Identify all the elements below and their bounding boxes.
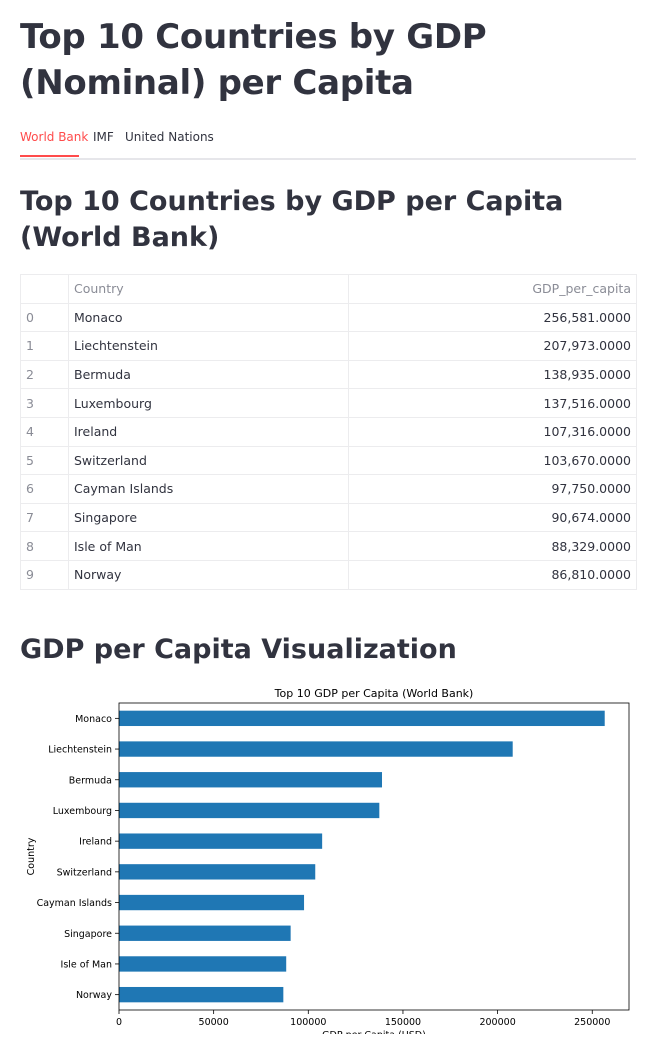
y-tick-label: Singapore [64, 929, 112, 940]
y-tick-label: Liechtenstein [48, 745, 112, 756]
tab-world-bank[interactable]: World Bank [20, 130, 89, 144]
x-tick-label: 200000 [479, 1017, 515, 1028]
country-cell: Ireland [68, 416, 349, 447]
row-index-cell: 5 [20, 445, 69, 476]
row-index-cell: 3 [20, 388, 69, 418]
gdp-cell: 88,329.0000 [348, 531, 637, 561]
country-cell: Bermuda [68, 359, 349, 390]
row-index-cell: 4 [20, 416, 69, 447]
bar-norway [119, 986, 284, 1003]
section-title: Top 10 Countries by GDP per Capita (Worl… [20, 186, 564, 253]
country-cell: Luxembourg [68, 388, 349, 418]
table-row[interactable]: 0 Monaco 256,581.0000 [20, 302, 637, 333]
row-index-cell: 8 [20, 531, 69, 561]
bar-monaco [119, 710, 605, 727]
y-axis-label: Country [26, 837, 37, 875]
tab-imf[interactable]: IMF [93, 130, 114, 144]
gdp-cell: 207,973.0000 [348, 331, 637, 361]
gdp-cell: 256,581.0000 [348, 302, 637, 333]
x-tick-label: 250000 [574, 1017, 610, 1028]
x-axis-label: GDP per Capita (USD) [322, 1030, 426, 1034]
bar-ireland [119, 833, 323, 849]
country-column-header[interactable]: Country [68, 274, 349, 304]
bar-liechtenstein [119, 741, 513, 757]
table-row[interactable]: 7 Singapore 90,674.0000 [20, 502, 637, 533]
visualization-title: GDP per Capita Visualization [20, 634, 457, 665]
x-tick-label: 0 [116, 1017, 122, 1028]
row-index-cell: 7 [20, 502, 69, 533]
plot-frame [118, 702, 630, 1011]
bar-switzerland [119, 864, 316, 880]
country-cell: Liechtenstein [68, 331, 349, 361]
x-tick-label: 150000 [385, 1017, 421, 1028]
gdp-cell: 86,810.0000 [348, 559, 637, 590]
y-tick-label: Bermuda [69, 775, 112, 786]
country-cell: Switzerland [68, 445, 349, 476]
y-tick-label: Norway [76, 990, 112, 1001]
country-cell: Monaco [68, 302, 349, 333]
row-index-cell: 6 [20, 474, 69, 504]
tab-united-nations[interactable]: United Nations [125, 130, 214, 144]
y-tick-label: Cayman Islands [37, 898, 112, 909]
bar-singapore [119, 925, 291, 941]
gdp-column-header[interactable]: GDP_per_capita [348, 274, 637, 304]
x-tick-label: 100000 [290, 1017, 326, 1028]
y-tick-label: Monaco [75, 714, 112, 725]
table-row[interactable]: 2 Bermuda 138,935.0000 [20, 359, 637, 390]
y-tick-label: Ireland [79, 837, 112, 848]
index-column-header[interactable] [20, 274, 69, 304]
table-row[interactable]: 6 Cayman Islands 97,750.0000 [20, 474, 637, 504]
table-row[interactable]: 8 Isle of Man 88,329.0000 [20, 531, 637, 561]
bar-bermuda [119, 772, 383, 788]
gdp-cell: 138,935.0000 [348, 359, 637, 390]
table-row[interactable]: 3 Luxembourg 137,516.0000 [20, 388, 637, 418]
gdp-cell: 107,316.0000 [348, 416, 637, 447]
country-cell: Isle of Man [68, 531, 349, 561]
gdp-cell: 103,670.0000 [348, 445, 637, 476]
table-row[interactable]: 1 Liechtenstein 207,973.0000 [20, 331, 637, 361]
table-row[interactable]: 9 Norway 86,810.0000 [20, 559, 637, 590]
page-title: Top 10 Countries by GDP (Nominal) per Ca… [20, 17, 487, 103]
gdp-bar-chart: Top 10 GDP per Capita (World Bank) Monaco… [26, 687, 630, 1034]
gdp-cell: 90,674.0000 [348, 502, 637, 533]
table-row[interactable]: 5 Switzerland 103,670.0000 [20, 445, 637, 476]
bar-luxembourg [119, 802, 380, 819]
chart-title: Top 10 GDP per Capita (World Bank) [274, 687, 474, 700]
dataframe-table[interactable]: Country GDP_per_capita 0 Monaco 256,581.00… [20, 274, 637, 590]
tab-bar: World Bank IMF United Nations [20, 124, 636, 160]
y-tick-label: Luxembourg [53, 806, 112, 817]
table-row[interactable]: 4 Ireland 107,316.0000 [20, 416, 637, 447]
y-tick-label: Isle of Man [61, 959, 112, 970]
bar-isle-of-man [119, 956, 287, 972]
active-tab-indicator [20, 155, 79, 157]
country-cell: Singapore [68, 502, 349, 533]
country-cell: Norway [68, 559, 349, 590]
country-cell: Cayman Islands [68, 474, 349, 504]
x-tick-label: 50000 [199, 1017, 229, 1028]
table-body: 0 Monaco 256,581.0000 1 Liechtenstein 207,973… [20, 302, 637, 590]
row-index-cell: 0 [20, 302, 69, 333]
row-index-cell: 9 [20, 559, 69, 590]
bar-cayman-islands [119, 894, 305, 911]
row-index-cell: 1 [20, 331, 69, 361]
table-header-row: Country GDP_per_capita [20, 274, 637, 304]
y-tick-label: Switzerland [57, 867, 112, 878]
row-index-cell: 2 [20, 359, 69, 390]
gdp-cell: 137,516.0000 [348, 388, 637, 418]
gdp-cell: 97,750.0000 [348, 474, 637, 504]
